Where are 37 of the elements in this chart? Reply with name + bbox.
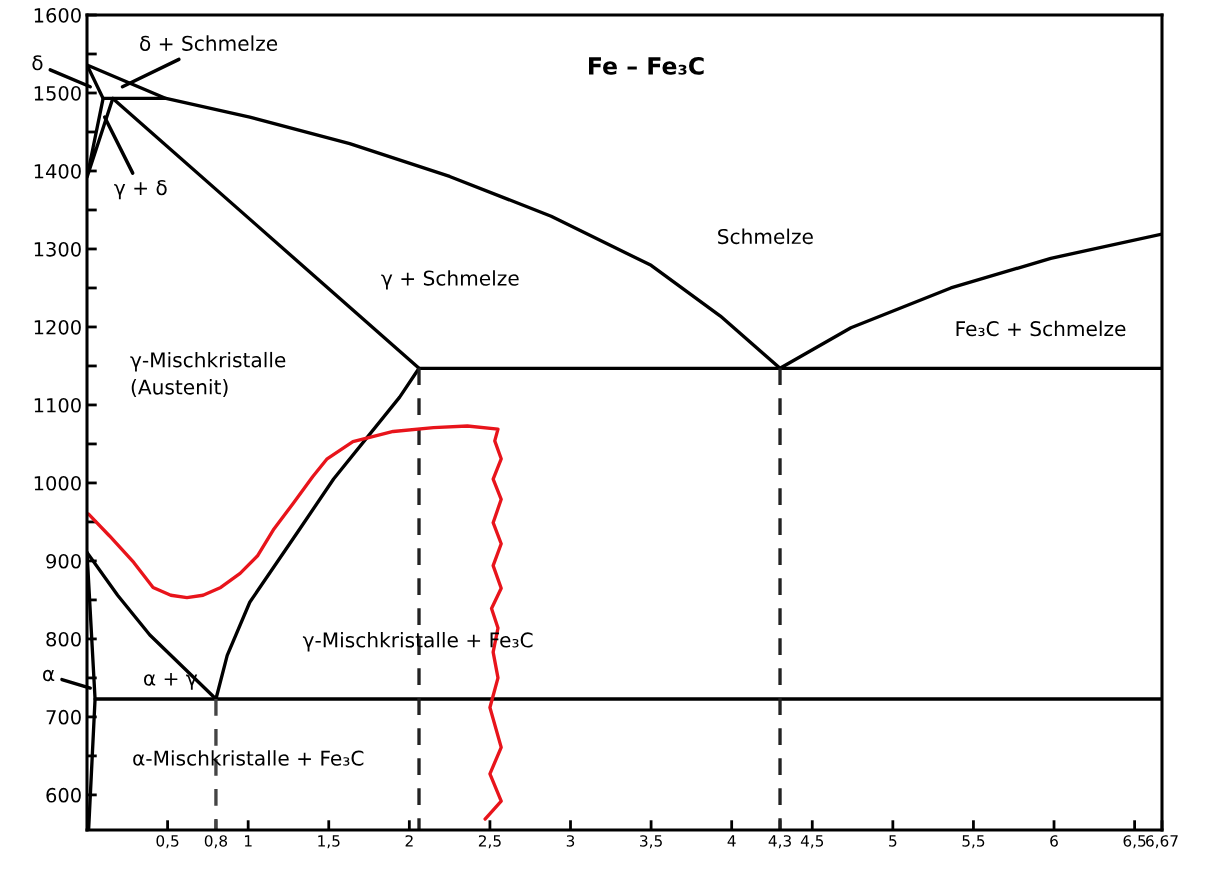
y-tick-label: 1100 bbox=[34, 397, 81, 413]
x-tick-label: 4,3 bbox=[768, 835, 791, 849]
y-tick-label: 1300 bbox=[34, 241, 81, 257]
x-tick-label: 2 bbox=[405, 835, 413, 847]
annotation: α bbox=[43, 669, 55, 682]
x-tick-label: 3 bbox=[566, 835, 575, 847]
annotation: γ + δ bbox=[114, 180, 167, 200]
y-tick-label: 600 bbox=[46, 787, 81, 803]
annotation: γ + Schmelze bbox=[381, 270, 519, 290]
text: Fe – Fe₃C bbox=[589, 56, 704, 75]
x-tick-label: 6,67 bbox=[1146, 835, 1178, 849]
annotation: Fe₃C + Schmelze bbox=[956, 320, 1126, 337]
annotation: δ bbox=[32, 55, 43, 71]
x-tick-label: 5 bbox=[889, 835, 897, 847]
y-tick-label: 800 bbox=[46, 631, 81, 647]
annotation: Schmelze bbox=[718, 228, 813, 245]
annotation: γ-Mischkristalle (Austenit) bbox=[130, 351, 286, 398]
x-tick-label: 6 bbox=[1050, 835, 1058, 847]
y-tick-label: 1400 bbox=[34, 163, 81, 179]
y-tick-label: 900 bbox=[46, 553, 81, 569]
x-tick-label: 1,5 bbox=[318, 835, 340, 849]
annotation: δ + Schmelze bbox=[140, 35, 278, 51]
x-tick-label: 1 bbox=[244, 835, 252, 847]
y-tick-label: 1200 bbox=[34, 319, 81, 335]
x-tick-label: 2,5 bbox=[478, 835, 501, 849]
y-tick-label: 1000 bbox=[34, 475, 81, 491]
x-tick-label: 4,5 bbox=[800, 835, 824, 849]
x-tick-label: 0,5 bbox=[156, 835, 179, 849]
annotation: α-Mischkristalle + Fe₃C bbox=[133, 750, 364, 766]
x-tick-label: 4 bbox=[727, 835, 736, 847]
y-tick-label: 1600 bbox=[34, 7, 81, 23]
x-tick-label: 5,5 bbox=[962, 835, 985, 849]
x-tick-label: 6,5 bbox=[1123, 835, 1146, 849]
x-tick-label: 0,8 bbox=[204, 835, 228, 849]
x-tick-label: 3,5 bbox=[640, 835, 662, 849]
y-tick-label: 1500 bbox=[34, 85, 81, 101]
y-tick-label: 700 bbox=[46, 709, 81, 725]
